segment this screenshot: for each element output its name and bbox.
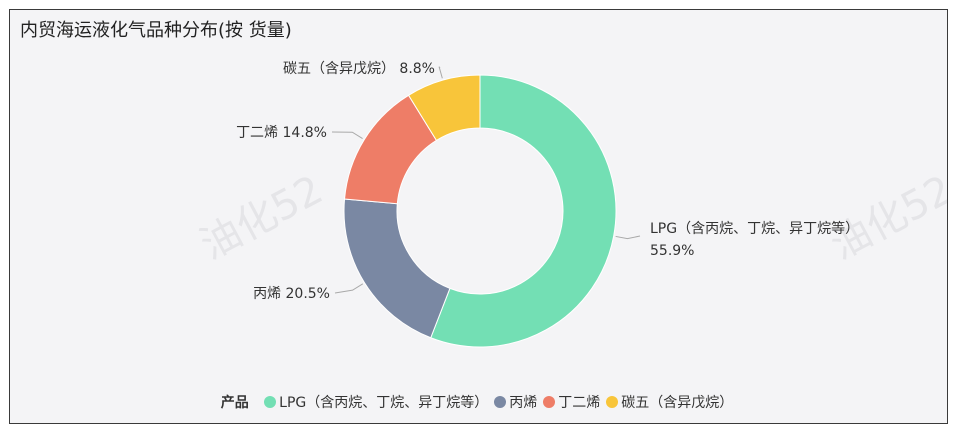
leader-line-2: [331, 131, 363, 139]
chart-title: 内贸海运液化气品种分布(按 货量): [20, 20, 292, 41]
legend: 产品 LPG（含丙烷、丁烷、异丁烷等） 丙烯 丁二烯 碳五（含异戊烷）: [10, 392, 947, 412]
legend-label: 丙烯: [509, 395, 538, 411]
slice-label-2: 丁二烯 14.8%: [236, 125, 327, 141]
slice-label-0: LPG（含丙烷、丁烷、异丁烷等） 55.9%: [650, 220, 859, 259]
donut-slices: [343, 74, 617, 348]
slice-label-1: 丙烯 20.5%: [253, 286, 330, 302]
slice-1[interactable]: [343, 198, 451, 339]
slice-0[interactable]: [430, 74, 617, 348]
leader-line-1: [334, 283, 364, 294]
legend-swatch-icon: [264, 396, 277, 408]
leader-line-3: [438, 66, 443, 79]
slice-label-3: 碳五（含异戊烷） 8.8%: [283, 61, 435, 77]
watermark-left: 油化52: [193, 167, 330, 269]
donut-chart: 油化52 油化52 LPG（含丙烷、丁烷、异丁烷等） 55.9% 丙烯 20.5% 丁…: [193, 61, 948, 348]
legend-item-1[interactable]: 丙烯: [494, 392, 537, 412]
legend-swatch-icon: [606, 396, 619, 408]
watermark-right: 油化52: [823, 167, 948, 269]
chart-panel: 内贸海运液化气品种分布(按 货量) 油化52 油化52 LPG（含丙烷、丁烷、异…: [9, 9, 948, 424]
legend-item-2[interactable]: 丁二烯: [543, 392, 600, 412]
legend-item-3[interactable]: 碳五（含异戊烷）: [606, 392, 733, 412]
leader-line-0: [615, 235, 641, 240]
legend-label: 丁二烯: [558, 395, 601, 411]
legend-title: 产品: [220, 395, 249, 411]
slice-labels: LPG（含丙烷、丁烷、异丁烷等） 55.9% 丙烯 20.5% 丁二烯 14.8% 碳五…: [236, 61, 859, 302]
legend-item-0[interactable]: LPG（含丙烷、丁烷、异丁烷等）: [264, 392, 488, 412]
legend-label: LPG（含丙烷、丁烷、异丁烷等）: [279, 395, 489, 411]
slice-3[interactable]: [407, 74, 481, 142]
legend-swatch-icon: [543, 396, 556, 408]
legend-swatch-icon: [494, 396, 507, 408]
legend-label: 碳五（含异戊烷）: [621, 395, 734, 411]
